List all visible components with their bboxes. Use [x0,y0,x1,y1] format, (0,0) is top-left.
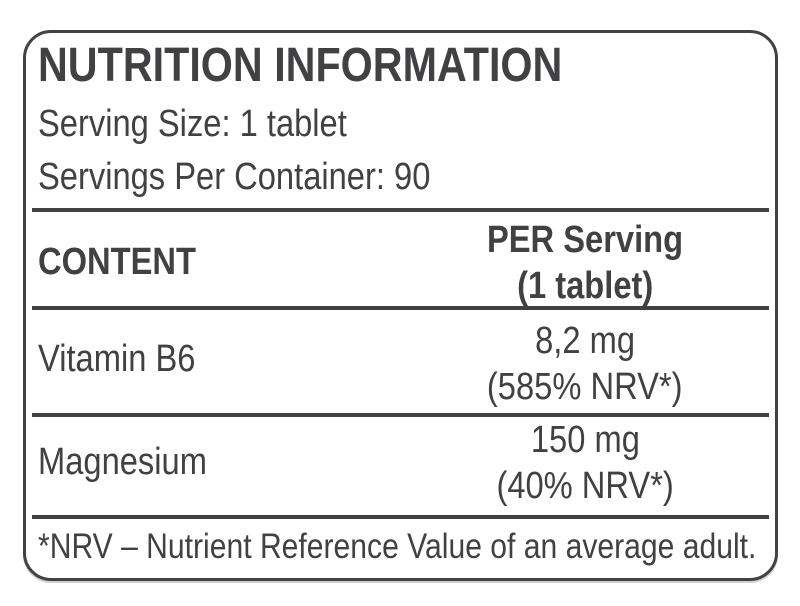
separator-rule-footer [32,515,769,519]
nutrient-value: 8,2 mg (585% NRV*) [395,318,775,410]
servings-per-container-line: Servings Per Container: 90 [38,155,494,199]
nutrient-nrv: (585% NRV*) [487,366,683,408]
separator-rule-header [32,306,769,310]
nutrient-amount: 8,2 mg [535,320,635,362]
serving-size-line: Serving Size: 1 tablet [38,102,397,146]
nutrient-name: Vitamin B6 [38,338,196,380]
content-column-header: CONTENT [38,240,222,284]
nutrient-name: Magnesium [38,441,207,483]
serving-size-text: Serving Size: 1 tablet [38,103,347,145]
per-serving-header-line2: (1 tablet) [516,265,654,307]
nrv-footnote: *NRV – Nutrient Reference Value of an av… [38,526,800,568]
nrv-footnote-text: *NRV – Nutrient Reference Value of an av… [38,527,757,566]
separator-rule-top [32,208,769,212]
nutrient-nrv: (40% NRV*) [496,465,674,507]
per-serving-header-line1: PER Serving [486,219,684,261]
label-title: NUTRITION INFORMATION [38,39,648,92]
per-serving-column-header: PER Serving (1 tablet) [395,217,775,309]
nutrition-label: NUTRITION INFORMATION Serving Size: 1 ta… [23,30,778,581]
nutrient-amount: 150 mg [530,419,640,461]
content-column-header-text: CONTENT [38,241,196,283]
label-title-text: NUTRITION INFORMATION [38,39,563,92]
separator-rule-row1 [32,413,769,417]
nutrient-value: 150 mg (40% NRV*) [395,417,775,509]
servings-per-container-text: Servings Per Container: 90 [38,156,431,198]
